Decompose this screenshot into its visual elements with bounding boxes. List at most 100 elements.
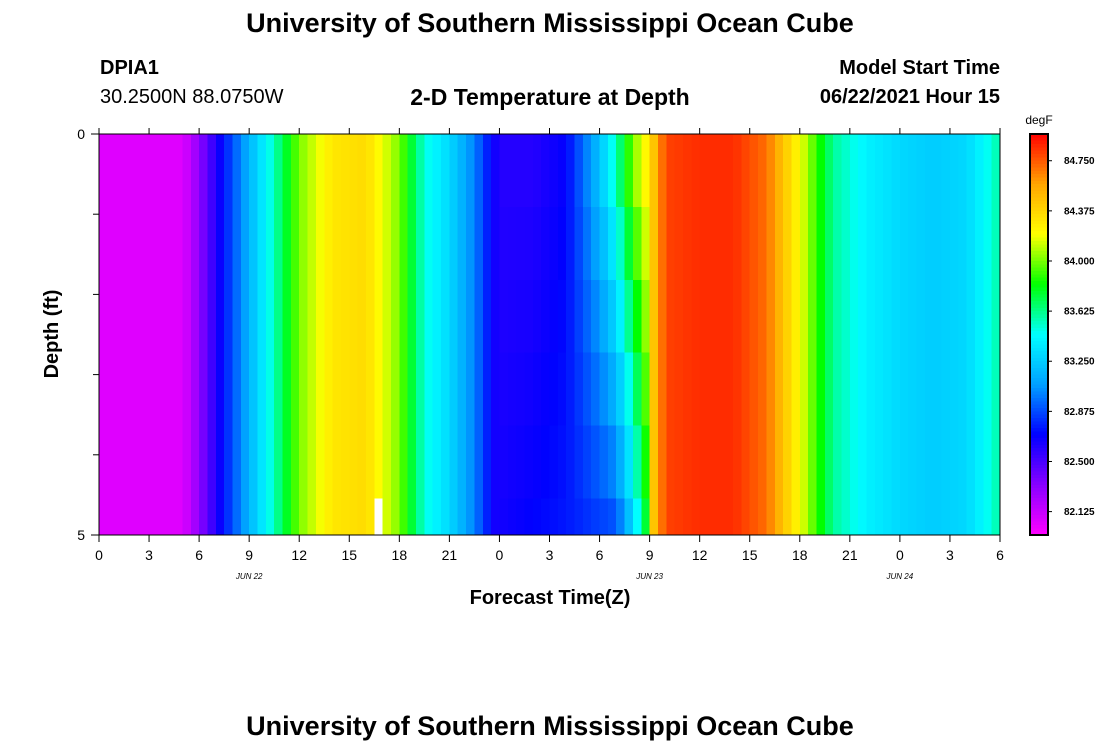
heatmap-cell xyxy=(966,279,976,354)
colorbar-tick-label: 82.125 xyxy=(1064,507,1095,518)
colorbar-segment xyxy=(1030,441,1048,446)
heatmap-cell xyxy=(983,352,993,427)
x-tick-label: 15 xyxy=(742,547,758,563)
colorbar-segment xyxy=(1030,371,1048,376)
heatmap-cell xyxy=(315,498,325,536)
heatmap-cell xyxy=(107,425,117,500)
colorbar-segment xyxy=(1030,154,1048,158)
colorbar-segment xyxy=(1030,180,1048,185)
heatmap-cell xyxy=(466,279,476,354)
colorbar-segment xyxy=(1030,224,1048,229)
heatmap-cell xyxy=(482,352,492,427)
heatmap-cell xyxy=(532,134,542,208)
heatmap-cell xyxy=(449,279,459,354)
y-axis-label: Depth (ft) xyxy=(41,290,63,379)
heatmap-cell xyxy=(666,352,676,427)
colorbar-segment xyxy=(1030,504,1048,509)
heatmap-cell xyxy=(165,206,175,281)
heatmap-cell xyxy=(424,206,434,281)
colorbar-segment xyxy=(1030,394,1048,399)
heatmap-cell xyxy=(599,498,609,536)
colorbar-unit: degF xyxy=(1025,113,1052,127)
x-tick-label: 9 xyxy=(646,547,654,563)
heatmap-cell xyxy=(874,134,884,208)
heatmap-cell xyxy=(741,352,751,427)
heatmap-cell xyxy=(516,498,526,536)
heatmap-cell xyxy=(582,134,592,208)
heatmap-cell xyxy=(507,134,517,208)
heatmap-cell xyxy=(841,206,851,281)
heatmap-cell xyxy=(324,279,334,354)
heatmap-cell xyxy=(949,206,959,281)
heatmap-cell xyxy=(157,206,167,281)
colorbar-segment xyxy=(1030,528,1048,533)
heatmap-cell xyxy=(149,134,158,208)
heatmap-cell xyxy=(157,425,167,500)
heatmap-cell xyxy=(866,352,876,427)
heatmap-cell xyxy=(624,279,634,354)
heatmap-cell xyxy=(991,352,1001,427)
heatmap-cell xyxy=(491,206,501,281)
heatmap-cell xyxy=(257,352,267,427)
heatmap-cell xyxy=(899,352,909,427)
heatmap-cell xyxy=(507,206,517,281)
heatmap-cell xyxy=(816,206,826,281)
heatmap-cell xyxy=(416,498,425,536)
x-tick-label: 18 xyxy=(792,547,808,563)
heatmap-cell xyxy=(382,134,392,208)
heatmap-cell xyxy=(849,279,859,354)
heatmap-cell xyxy=(749,352,759,427)
heatmap-cell xyxy=(741,206,751,281)
colorbar-segment xyxy=(1030,160,1048,165)
colorbar-segment xyxy=(1030,237,1048,242)
heatmap-cell xyxy=(582,425,592,500)
heatmap-cell xyxy=(758,498,767,536)
heatmap-cell xyxy=(449,352,459,427)
heatmap-cell xyxy=(691,279,701,354)
heatmap-cell xyxy=(449,425,459,500)
heatmap-cell xyxy=(649,352,659,427)
heatmap-cell xyxy=(532,352,542,427)
heatmap-cell xyxy=(966,425,976,500)
heatmap-cell xyxy=(290,206,300,281)
colorbar-segment xyxy=(1030,240,1048,245)
colorbar-segment xyxy=(1030,314,1048,319)
heatmap-cell xyxy=(833,279,843,354)
x-tick-label: 12 xyxy=(692,547,708,563)
colorbar-segment xyxy=(1030,164,1048,169)
heatmap-cell xyxy=(808,206,818,281)
heatmap-cell xyxy=(791,206,801,281)
heatmap-cell xyxy=(933,498,943,536)
heatmap-cell xyxy=(949,134,959,208)
heatmap-cell xyxy=(349,279,359,354)
colorbar-segment xyxy=(1030,284,1048,289)
colorbar-segment xyxy=(1030,471,1048,476)
heatmap-cell xyxy=(232,279,242,354)
heatmap-cell xyxy=(808,352,818,427)
heatmap-cell xyxy=(632,352,642,427)
heatmap-cell xyxy=(290,134,300,208)
colorbar: degF 82.125 82.500 82.875 83.250 83.625 84.000… xyxy=(1025,113,1095,536)
heatmap-cell xyxy=(374,425,384,500)
colorbar-segment xyxy=(1030,174,1048,179)
heatmap-cell xyxy=(99,134,108,208)
heatmap-cell xyxy=(724,352,734,427)
heatmap-cell xyxy=(332,498,342,536)
heatmap-cell xyxy=(624,134,634,208)
heatmap-cell xyxy=(899,279,909,354)
colorbar-segment xyxy=(1030,311,1048,316)
heatmap-cell xyxy=(199,206,209,281)
heatmap-cell xyxy=(140,279,150,354)
colorbar-segment xyxy=(1030,254,1048,259)
heatmap-cell xyxy=(124,206,133,281)
colorbar-segment xyxy=(1030,204,1048,209)
heatmap-cell xyxy=(682,134,692,208)
colorbar-segment xyxy=(1030,291,1048,295)
heatmap-cell xyxy=(866,279,876,354)
heatmap-cell xyxy=(532,206,542,281)
heatmap-cell xyxy=(766,134,776,208)
heatmap-cell xyxy=(190,352,200,427)
heatmap-cell xyxy=(991,279,1001,354)
heatmap-cell xyxy=(641,134,651,208)
chart-axes: 0 3 6 9 12 15 18 21 0 3 6 9 12 15 18 21 0 3 6 JUN 22 JUN 23 J… xyxy=(77,126,1004,581)
